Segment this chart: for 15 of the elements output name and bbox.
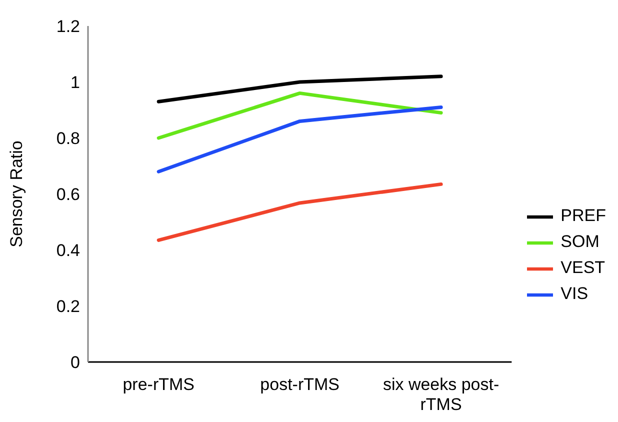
y-tick-label: 0.2 bbox=[56, 297, 80, 316]
x-tick-label: six weeks post-rTMS bbox=[382, 375, 500, 414]
y-tick-label: 0.4 bbox=[56, 241, 80, 260]
x-tick-label: post-rTMS bbox=[260, 375, 340, 394]
y-tick-label: 0 bbox=[70, 353, 80, 372]
legend-label: SOM bbox=[560, 232, 600, 252]
legend-label: PREF bbox=[560, 206, 606, 226]
x-tick-label: pre-rTMS bbox=[122, 375, 194, 394]
y-axis-title: Sensory Ratio bbox=[7, 140, 26, 248]
y-tick-label: 0.8 bbox=[56, 129, 80, 148]
y-tick-label: 1 bbox=[70, 73, 80, 92]
y-tick-label: 0.6 bbox=[56, 185, 80, 204]
y-tick-label: 1.2 bbox=[56, 17, 80, 36]
legend-label: VIS bbox=[560, 284, 588, 304]
legend-label: VEST bbox=[560, 258, 606, 278]
